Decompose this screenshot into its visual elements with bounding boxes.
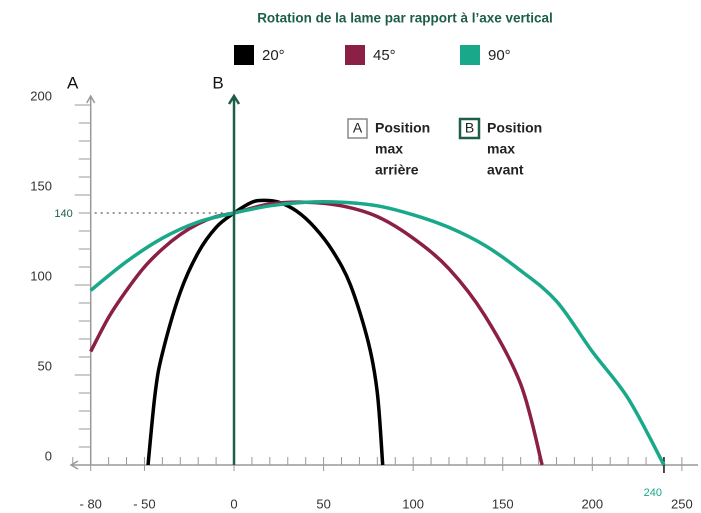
- x-tick-label: 100: [402, 496, 424, 511]
- y-tick-label: 200: [30, 88, 52, 103]
- page: Rotation de la lame par rapport à l’axe …: [0, 0, 701, 513]
- legend-swatch: [234, 45, 254, 65]
- position-text: max: [487, 141, 515, 157]
- position-text: arrière: [375, 162, 419, 178]
- series-line: [91, 202, 664, 465]
- axis-letter: A: [67, 73, 79, 92]
- y-tick-label: 150: [30, 178, 52, 193]
- x-tick-label: 200: [581, 496, 603, 511]
- x-tick-label: 50: [316, 496, 330, 511]
- legend-swatch: [345, 45, 365, 65]
- series-line: [148, 200, 383, 465]
- legend-label: 20°: [262, 47, 285, 64]
- y-tick-label: 50: [38, 358, 52, 373]
- legend-label: 45°: [373, 47, 396, 64]
- x-tick-label: - 50: [133, 496, 155, 511]
- position-text: avant: [487, 162, 524, 178]
- y-tick-label: 100: [30, 268, 52, 283]
- legend-swatch: [460, 45, 480, 65]
- x-tick-label: 150: [492, 496, 514, 511]
- position-text: Position: [375, 120, 430, 136]
- legend-label: 90°: [488, 47, 511, 64]
- x-tick-label: - 80: [80, 496, 102, 511]
- x-tick-label: 250: [671, 496, 693, 511]
- position-letter: B: [465, 120, 474, 136]
- reference-label: 240: [644, 487, 662, 499]
- x-tick-label: 0: [230, 496, 237, 511]
- chart: Rotation de la lame par rapport à l’axe …: [0, 0, 701, 513]
- reference-label: 140: [54, 208, 72, 220]
- position-text: Position: [487, 120, 542, 136]
- position-text: max: [375, 141, 403, 157]
- y-tick-label: 0: [45, 448, 52, 463]
- position-letter: A: [353, 120, 363, 136]
- axis-letter: B: [212, 73, 223, 92]
- chart-title: Rotation de la lame par rapport à l’axe …: [257, 11, 553, 26]
